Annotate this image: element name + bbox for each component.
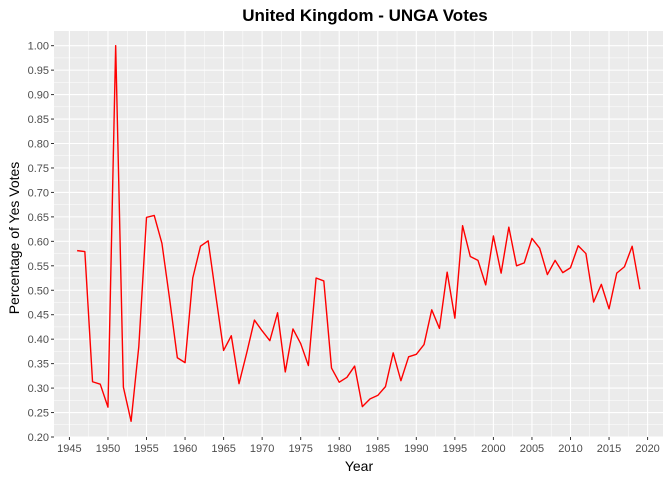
x-tick-label: 2000 xyxy=(481,443,505,455)
x-tick-label: 2010 xyxy=(558,443,582,455)
x-tick-label: 1955 xyxy=(134,443,158,455)
grid-major xyxy=(54,31,663,438)
x-axis: 1945 1950 1955 1960 1965 1970 1975 1980 1985 1990… xyxy=(57,437,660,455)
x-tick-label: 1950 xyxy=(96,443,120,455)
y-tick-label: 0.40 xyxy=(28,334,49,346)
y-tick-label: 0.60 xyxy=(28,236,49,248)
y-tick-label: 0.50 xyxy=(28,285,49,297)
y-tick-label: 0.85 xyxy=(28,114,49,126)
y-tick-label: 0.35 xyxy=(28,359,49,371)
x-tick-label: 1975 xyxy=(288,443,312,455)
y-tick-label: 0.75 xyxy=(28,163,49,175)
chart-title: United Kingdom - UNGA Votes xyxy=(242,6,488,25)
x-tick-label: 1970 xyxy=(250,443,274,455)
y-tick-label: 0.20 xyxy=(28,432,49,444)
x-tick-label: 1990 xyxy=(404,443,428,455)
y-axis: 0.20 0.25 0.30 0.35 0.40 0.45 0.50 0.55 0.60 0.65… xyxy=(28,41,54,444)
y-axis-label: Percentage of Yes Votes xyxy=(6,162,22,315)
x-tick-label: 1960 xyxy=(173,443,197,455)
y-tick-label: 0.65 xyxy=(28,212,49,224)
x-tick-label: 2015 xyxy=(597,443,621,455)
x-tick-label: 1980 xyxy=(327,443,351,455)
y-tick-label: 0.90 xyxy=(28,90,49,102)
x-tick-label: 2005 xyxy=(520,443,544,455)
x-tick-label: 1945 xyxy=(57,443,81,455)
x-tick-label: 1985 xyxy=(366,443,390,455)
y-tick-label: 0.25 xyxy=(28,408,49,420)
x-tick-label: 1965 xyxy=(211,443,235,455)
y-tick-label: 0.95 xyxy=(28,65,49,77)
y-tick-label: 0.80 xyxy=(28,139,49,151)
y-tick-label: 0.55 xyxy=(28,261,49,273)
y-tick-label: 1.00 xyxy=(28,41,49,53)
x-tick-label: 2020 xyxy=(635,443,659,455)
series-line xyxy=(77,44,641,423)
y-tick-label: 0.45 xyxy=(28,310,49,322)
y-tick-label: 0.30 xyxy=(28,383,49,395)
x-tick-label: 1995 xyxy=(443,443,467,455)
x-axis-label: Year xyxy=(345,458,374,474)
grid-minor xyxy=(54,31,663,437)
series-layer xyxy=(77,44,641,423)
y-tick-label: 0.70 xyxy=(28,187,49,199)
